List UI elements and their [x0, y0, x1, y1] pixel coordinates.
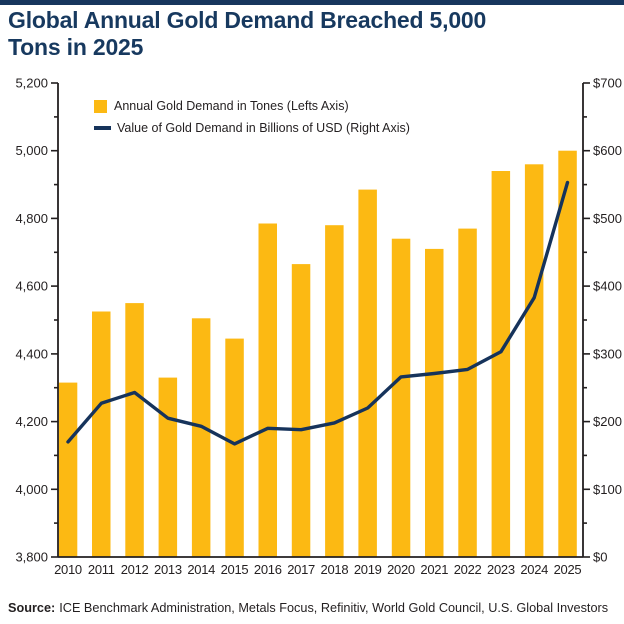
legend-label-bars: Annual Gold Demand in Tones (Lefts Axis) [114, 99, 349, 113]
legend-row-line: Value of Gold Demand in Billions of USD … [94, 120, 410, 136]
chart-legend: Annual Gold Demand in Tones (Lefts Axis)… [94, 98, 410, 142]
right-axis-tick-label: $600 [593, 143, 622, 158]
x-axis-label-2022: 2022 [454, 562, 482, 577]
x-axis-label-2014: 2014 [187, 562, 215, 577]
x-axis-label-2016: 2016 [254, 562, 282, 577]
x-axis-label-2023: 2023 [487, 562, 515, 577]
right-axis-tick-label: $700 [593, 76, 622, 91]
right-axis-tick-label: $100 [593, 482, 622, 497]
value-line [66, 180, 570, 446]
right-axis-tick-label: $300 [593, 346, 622, 361]
x-axis-label-2019: 2019 [354, 562, 382, 577]
left-axis-tick-label: 5,000 [15, 143, 48, 158]
x-axis-label-2025: 2025 [554, 562, 582, 577]
source-label: Source: [8, 601, 56, 615]
bar-2016 [258, 223, 277, 557]
source-credit: Source: ICE Benchmark Administration, Met… [8, 601, 608, 615]
x-axis-label-2021: 2021 [420, 562, 448, 577]
x-axis-label-2012: 2012 [121, 562, 149, 577]
bar-2022 [458, 228, 477, 557]
bar-2014 [191, 318, 211, 557]
x-axis-label-2017: 2017 [287, 562, 315, 577]
page-title-line-1: Global Annual Gold Demand Breached 5,000 [8, 7, 487, 33]
bar-series-swatch-icon [94, 99, 107, 113]
bar-2024 [524, 164, 544, 558]
left-axis-tick-label: 4,200 [15, 414, 48, 429]
x-axis-label-2018: 2018 [321, 562, 349, 577]
legend-row-bars: Annual Gold Demand in Tones (Lefts Axis) [94, 98, 410, 114]
left-axis-tick-label: 4,000 [15, 482, 48, 497]
x-axis-label-2015: 2015 [221, 562, 249, 577]
x-axis-label-2010: 2010 [54, 562, 82, 577]
bar-2020 [391, 238, 411, 557]
line-series-swatch-icon [94, 126, 111, 130]
right-axis-tick-label: $0 [593, 550, 607, 565]
bar-2010 [58, 382, 78, 557]
left-axis-tick-label: 4,800 [15, 211, 48, 226]
x-axis-label-2024: 2024 [520, 562, 548, 577]
bar-2025 [558, 150, 577, 557]
left-axis-tick-label: 4,400 [15, 346, 48, 361]
right-axis-tick-label: $400 [593, 279, 622, 294]
bar-2018 [325, 225, 344, 557]
bar-2021 [425, 248, 444, 557]
left-axis-tick-label: 5,200 [15, 76, 48, 91]
x-axis-label-2011: 2011 [88, 562, 115, 577]
x-axis-label-2013: 2013 [154, 562, 182, 577]
right-axis-tick-label: $500 [593, 211, 622, 226]
right-axis-tick-label: $200 [593, 414, 622, 429]
bar-2011 [92, 311, 111, 557]
x-axis-label-2020: 2020 [387, 562, 415, 577]
bar-2013 [158, 377, 178, 557]
bar-2015 [225, 338, 244, 557]
bar-2012 [125, 303, 144, 557]
source-text: ICE Benchmark Administration, Metals Foc… [59, 601, 609, 615]
top-accent-bar [0, 0, 624, 5]
legend-label-line: Value of Gold Demand in Billions of USD … [117, 121, 410, 135]
bar-2023 [491, 171, 511, 557]
bar-2017 [291, 264, 311, 557]
page-title-line-2: Tons in 2025 [8, 34, 144, 60]
bar-2019 [358, 189, 377, 557]
page-title: Global Annual Gold Demand Breached 5,000… [8, 7, 486, 61]
left-axis-tick-label: 4,600 [15, 279, 48, 294]
left-axis-tick-label: 3,800 [15, 550, 48, 565]
